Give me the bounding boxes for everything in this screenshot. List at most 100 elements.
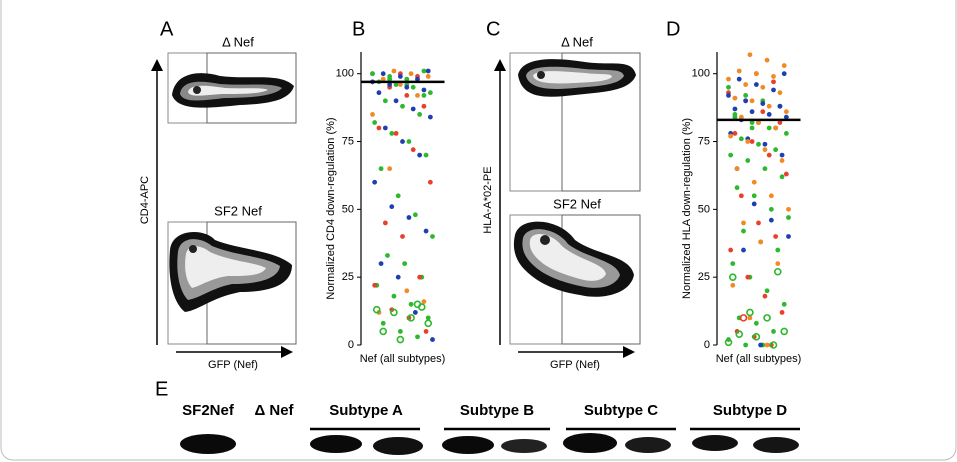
data-point — [726, 84, 731, 90]
data-point — [400, 234, 405, 239]
data-point — [415, 76, 420, 82]
data-point — [406, 215, 412, 220]
band — [563, 433, 617, 453]
data-point — [385, 253, 390, 258]
density-contour — [185, 246, 266, 288]
data-point — [427, 179, 433, 185]
plot-title: Δ Nef — [222, 34, 254, 49]
data-point — [430, 234, 435, 239]
data-point — [741, 247, 746, 253]
data-point — [724, 338, 733, 347]
x-tick-label: Nef (all subtypes) — [716, 353, 802, 365]
data-point — [412, 310, 418, 315]
lane-label: Subtype B — [460, 402, 534, 419]
y-axis-label: Normalized HLA down-regulation (%) — [681, 118, 693, 299]
data-point — [376, 90, 382, 96]
data-point — [421, 93, 427, 98]
data-point — [390, 308, 398, 317]
data-point — [417, 152, 423, 158]
density-contour — [188, 85, 268, 96]
data-point — [397, 329, 403, 334]
data-point — [389, 130, 395, 136]
data-point — [773, 147, 779, 153]
density-contour — [193, 86, 201, 94]
axis-label: CD4-APC — [139, 176, 151, 224]
band — [753, 437, 799, 453]
data-point — [396, 335, 405, 344]
data-point — [421, 87, 427, 93]
lane-label: Subtype A — [329, 402, 403, 419]
data-point — [423, 228, 429, 234]
data-point — [736, 76, 742, 82]
data-point — [732, 106, 738, 112]
data-point — [387, 76, 393, 82]
flow-plot-a: Δ Nef SF2 Nef CD4-APC GFP (Nef) — [139, 34, 297, 371]
data-point — [773, 125, 779, 131]
data-point — [775, 247, 781, 253]
data-point — [743, 342, 749, 348]
data-point — [372, 120, 378, 125]
density-contour — [529, 234, 606, 281]
data-point — [758, 342, 764, 348]
data-point — [421, 103, 427, 109]
data-point — [728, 247, 734, 253]
data-point — [743, 98, 749, 104]
data-point — [404, 84, 410, 90]
y-tick-label: 75 — [698, 135, 710, 147]
data-point — [734, 166, 740, 172]
data-point — [738, 114, 744, 120]
density-contour — [537, 71, 545, 79]
data-point — [736, 68, 742, 74]
data-point — [779, 158, 785, 163]
data-point — [739, 314, 748, 322]
data-point — [421, 68, 427, 74]
x-tick-label: Nef (all subtypes) — [360, 353, 446, 365]
data-point — [376, 125, 382, 131]
data-point — [749, 98, 755, 104]
axis-label: HLA-A*02-PE — [482, 166, 494, 233]
data-point — [378, 166, 384, 172]
data-point — [372, 179, 378, 185]
data-point — [749, 139, 755, 144]
data-point — [752, 333, 761, 341]
y-tick-label: 75 — [342, 135, 354, 147]
data-point — [771, 329, 776, 334]
data-point — [783, 114, 789, 120]
data-point — [387, 82, 393, 87]
band — [625, 437, 671, 453]
density-contour — [540, 235, 550, 245]
data-point — [380, 71, 386, 77]
y-tick-label: 0 — [704, 339, 710, 351]
data-point — [391, 293, 397, 299]
data-point — [773, 267, 782, 276]
data-point — [728, 273, 737, 281]
data-point — [769, 341, 778, 349]
data-point — [406, 139, 412, 144]
data-point — [775, 261, 781, 267]
data-point — [407, 314, 415, 322]
data-point — [746, 308, 754, 317]
data-point — [413, 300, 422, 309]
data-point — [777, 120, 783, 125]
data-point — [764, 288, 770, 294]
data-point — [753, 71, 759, 77]
data-point — [781, 301, 787, 307]
panel-label: C — [486, 18, 500, 40]
data-point — [780, 327, 789, 336]
data-point — [382, 220, 388, 226]
data-point — [397, 82, 403, 87]
data-point — [760, 109, 766, 115]
data-point — [404, 76, 410, 82]
data-point — [743, 93, 749, 98]
data-point — [768, 193, 774, 199]
data-point — [382, 98, 388, 104]
data-point — [766, 125, 772, 131]
data-point — [762, 293, 768, 299]
data-point — [753, 320, 759, 326]
data-point — [781, 71, 787, 77]
y-tick-label: 25 — [698, 271, 710, 283]
data-point — [732, 95, 738, 101]
data-point — [783, 130, 789, 136]
